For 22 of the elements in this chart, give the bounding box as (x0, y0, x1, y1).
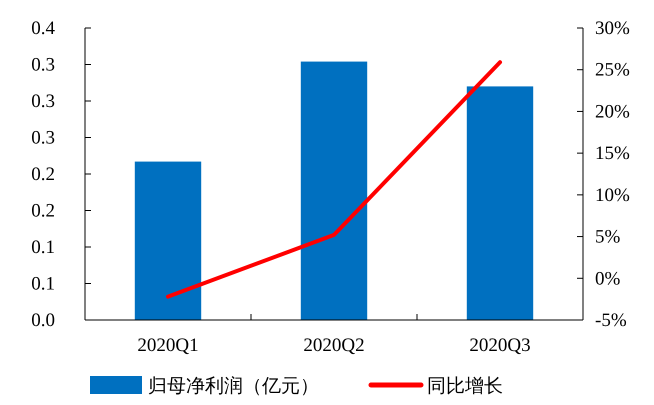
y2-tick-label: 25% (595, 60, 630, 81)
x-tick-label: 2020Q3 (469, 335, 531, 356)
y2-tick-label: 15% (595, 143, 630, 164)
y2-tick-label: 5% (595, 226, 620, 248)
y-tick-label: 0.2 (31, 200, 55, 222)
y2-tick-label: 10% (595, 184, 630, 206)
y2-tick-label: -5% (595, 310, 627, 331)
legend-label: 归母净利润（亿元） (148, 375, 319, 397)
y-tick-label: 0.1 (31, 237, 55, 258)
y-tick-label: 0.3 (31, 91, 55, 112)
y2-tick-label: 20% (595, 101, 630, 122)
y2-tick-label: 30% (595, 18, 630, 39)
y2-tick-label: 0% (595, 268, 620, 290)
y-tick-label: 0.0 (31, 310, 55, 331)
legend-label: 同比增长 (427, 376, 503, 397)
y-tick-label: 0.3 (31, 54, 55, 76)
y-tick-label: 0.3 (31, 128, 55, 148)
x-tick-label: 2020Q1 (137, 335, 199, 356)
y-tick-label: 0.1 (31, 274, 55, 294)
y-tick-label: 0.4 (31, 18, 56, 39)
x-tick-label: 2020Q2 (303, 335, 365, 356)
y-tick-label: 0.2 (31, 164, 55, 185)
